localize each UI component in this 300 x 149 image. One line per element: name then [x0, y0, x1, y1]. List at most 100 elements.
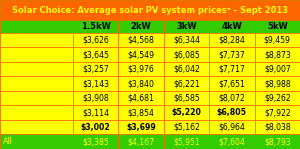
Text: $4,568: $4,568 — [128, 36, 154, 45]
Text: Adelaide, SA: Adelaide, SA — [3, 36, 52, 45]
Text: 3kW: 3kW — [176, 22, 197, 31]
Bar — [0, 0, 300, 20]
Bar — [73, 62, 118, 76]
Bar — [118, 33, 164, 47]
Bar — [209, 76, 255, 91]
Text: $6,585: $6,585 — [173, 94, 200, 103]
Text: $5,951: $5,951 — [173, 137, 200, 146]
Bar — [73, 134, 118, 149]
Text: $3,840: $3,840 — [128, 79, 154, 88]
Text: $7,717: $7,717 — [218, 65, 245, 74]
Text: $6,964: $6,964 — [218, 123, 245, 132]
Text: $8,988: $8,988 — [264, 79, 291, 88]
Bar — [0, 47, 73, 62]
Bar — [73, 76, 118, 91]
Bar — [209, 33, 255, 47]
Bar — [164, 20, 209, 33]
Bar — [255, 20, 300, 33]
Text: $6,344: $6,344 — [173, 36, 200, 45]
Text: $3,908: $3,908 — [82, 94, 109, 103]
Bar — [73, 33, 118, 47]
Bar — [118, 47, 164, 62]
Text: $6,042: $6,042 — [173, 65, 200, 74]
Bar — [0, 20, 73, 33]
Bar — [164, 33, 209, 47]
Bar — [164, 47, 209, 62]
Text: Tasmania: Tasmania — [3, 79, 40, 88]
Text: $9,007: $9,007 — [264, 65, 291, 74]
Bar — [255, 76, 300, 91]
Bar — [164, 120, 209, 134]
Bar — [209, 105, 255, 120]
Bar — [209, 120, 255, 134]
Text: $3,645: $3,645 — [82, 50, 109, 59]
Bar — [0, 76, 73, 91]
Text: Brisbane, QLD: Brisbane, QLD — [3, 50, 58, 59]
Text: $6,085: $6,085 — [173, 50, 200, 59]
Text: Melbourne, VIC: Melbourne, VIC — [3, 94, 62, 103]
Bar — [164, 62, 209, 76]
Text: $4,681: $4,681 — [128, 94, 154, 103]
Bar — [255, 91, 300, 105]
Bar — [73, 120, 118, 134]
Bar — [73, 105, 118, 120]
Text: $3,114: $3,114 — [82, 108, 109, 117]
Text: $9,262: $9,262 — [264, 94, 291, 103]
Text: Canberra, ACT: Canberra, ACT — [3, 65, 59, 74]
Text: $3,257: $3,257 — [82, 65, 109, 74]
Bar — [255, 105, 300, 120]
Bar — [0, 62, 73, 76]
Bar — [164, 134, 209, 149]
Bar — [0, 91, 73, 105]
Text: $3,699: $3,699 — [126, 123, 156, 132]
Bar — [164, 76, 209, 91]
Bar — [73, 47, 118, 62]
Bar — [255, 47, 300, 62]
Bar — [209, 47, 255, 62]
Text: All: All — [3, 137, 13, 146]
Text: $6,221: $6,221 — [173, 79, 200, 88]
Text: $7,651: $7,651 — [218, 79, 245, 88]
Bar — [118, 120, 164, 134]
Text: $3,626: $3,626 — [82, 36, 109, 45]
Bar — [0, 33, 73, 47]
Text: $7,922: $7,922 — [264, 108, 291, 117]
Text: 5kW: 5kW — [267, 22, 288, 31]
Text: $8,038: $8,038 — [264, 123, 291, 132]
Text: $9,459: $9,459 — [264, 36, 291, 45]
Text: $3,385: $3,385 — [82, 137, 109, 146]
Bar — [118, 105, 164, 120]
Text: $5,162: $5,162 — [173, 123, 200, 132]
Text: $7,604: $7,604 — [218, 137, 245, 146]
Bar — [0, 120, 73, 134]
Text: $7,737: $7,737 — [218, 50, 245, 59]
Bar — [209, 91, 255, 105]
Text: $8,873: $8,873 — [264, 50, 291, 59]
Bar — [118, 134, 164, 149]
Bar — [255, 134, 300, 149]
Bar — [118, 91, 164, 105]
Text: $6,805: $6,805 — [217, 108, 247, 117]
Text: 1.5kW: 1.5kW — [81, 22, 111, 31]
Bar — [255, 33, 300, 47]
Text: $4,167: $4,167 — [128, 137, 154, 146]
Text: $3,002: $3,002 — [81, 123, 110, 132]
Text: $4,549: $4,549 — [128, 50, 154, 59]
Bar — [164, 91, 209, 105]
Bar — [73, 91, 118, 105]
Text: 2kW: 2kW — [131, 22, 152, 31]
Text: $3,976: $3,976 — [128, 65, 154, 74]
Text: Perth, WA: Perth, WA — [3, 123, 47, 132]
Bar — [0, 134, 73, 149]
Bar — [118, 76, 164, 91]
Text: $5,220: $5,220 — [172, 108, 201, 117]
Bar — [209, 134, 255, 149]
Text: Solar Choice: Average solar PV system pricesᵃ - Sept 2013: Solar Choice: Average solar PV system pr… — [12, 6, 288, 15]
Text: $8,072: $8,072 — [218, 94, 245, 103]
Bar — [118, 20, 164, 33]
Bar — [209, 62, 255, 76]
Text: $8,793: $8,793 — [264, 137, 291, 146]
Bar — [0, 105, 73, 120]
Text: $8,284: $8,284 — [218, 36, 245, 45]
Text: $3,854: $3,854 — [128, 108, 154, 117]
